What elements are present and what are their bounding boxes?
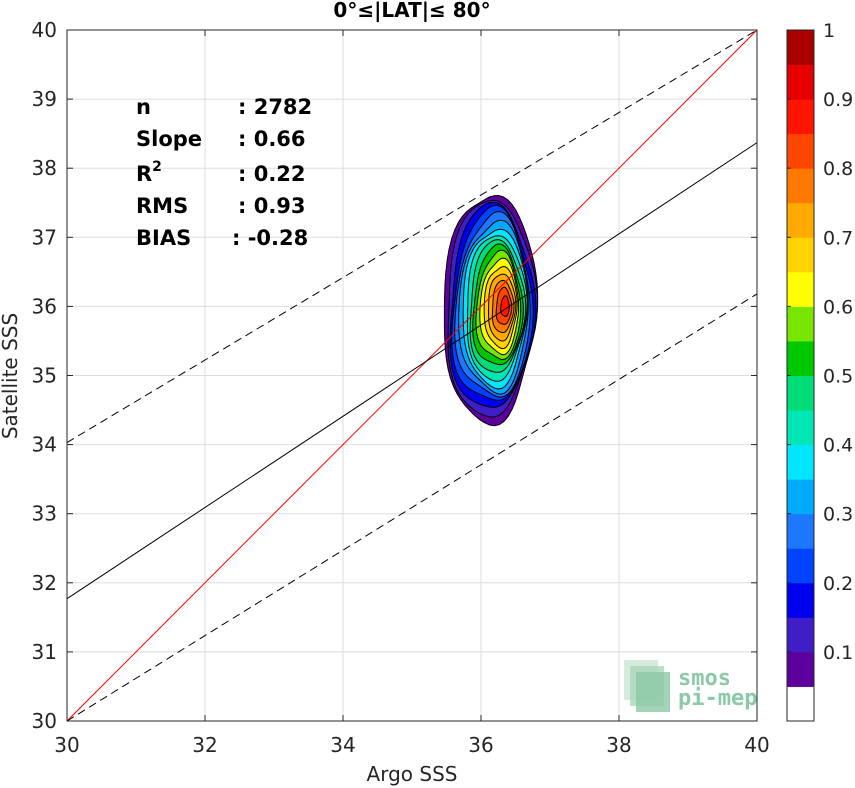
y-tick-label: 31 bbox=[32, 640, 57, 664]
density-contours bbox=[443, 194, 539, 427]
regression-line bbox=[66, 142, 758, 600]
colorbar-tick-label: 0.4 bbox=[823, 435, 853, 457]
colorbar-tick-label: 0.3 bbox=[823, 504, 853, 526]
colorbar-tick-label: 0.2 bbox=[823, 573, 853, 595]
y-tick-label: 40 bbox=[32, 18, 57, 42]
colorbar-segment bbox=[787, 651, 814, 687]
upper-bound-line bbox=[66, 29, 758, 443]
y-axis-label: Satellite SSS bbox=[0, 313, 22, 439]
stat-label: R2 bbox=[136, 159, 162, 186]
stat-value: : 0.66 bbox=[238, 127, 306, 151]
colorbar-tick-label: 1 bbox=[823, 20, 835, 42]
logo-wave-layer bbox=[636, 672, 670, 712]
colorbar-segment bbox=[787, 133, 814, 169]
reference-lines bbox=[66, 29, 758, 722]
colorbar-tick-label: 0.9 bbox=[823, 89, 853, 111]
colorbar-segment bbox=[787, 686, 814, 722]
colorbar-tick-label: 0.8 bbox=[823, 158, 853, 180]
y-tick-label: 33 bbox=[32, 502, 57, 526]
colorbar-tick-label: 0.1 bbox=[823, 642, 853, 664]
colorbar-segment bbox=[787, 340, 814, 376]
y-axis-ticks: 30 31 32 33 34 35 36 37 38 39 40 bbox=[32, 18, 757, 733]
stat-label: Slope bbox=[136, 127, 202, 151]
stat-value: : -0.28 bbox=[232, 226, 308, 250]
stat-value: : 0.22 bbox=[238, 162, 306, 186]
density-contour-level bbox=[500, 295, 510, 318]
y-tick-label: 39 bbox=[32, 87, 57, 111]
colorbar-segment bbox=[787, 513, 814, 549]
statistics-box: n : 2782 Slope : 0.66 R2 : 0.22 RMS : 0.93 BIAS:… bbox=[136, 95, 312, 250]
colorbar-segment bbox=[787, 582, 814, 618]
x-tick-label: 40 bbox=[744, 733, 769, 757]
colorbar-segment bbox=[787, 168, 814, 204]
logo-text-smos: smos bbox=[678, 666, 731, 691]
colorbar-segment bbox=[787, 375, 814, 411]
stat-label: n bbox=[136, 95, 151, 119]
colorbar-segment bbox=[787, 271, 814, 307]
stat-label: RMS bbox=[136, 194, 188, 218]
stat-value: : 2782 bbox=[238, 95, 312, 119]
colorbar-segment bbox=[787, 237, 814, 273]
colorbar-segment bbox=[787, 617, 814, 653]
one-to-one-line bbox=[66, 29, 758, 722]
stat-label-superscript: 2 bbox=[152, 159, 162, 175]
y-tick-label: 34 bbox=[32, 433, 57, 457]
logo-text-pimep: pi-mep bbox=[678, 686, 757, 711]
y-tick-label: 38 bbox=[32, 156, 57, 180]
x-tick-label: 34 bbox=[330, 733, 355, 757]
colorbar-tick-label: 0.6 bbox=[823, 296, 853, 318]
stat-label: BIAS bbox=[136, 226, 191, 250]
colorbar-segment bbox=[787, 306, 814, 342]
y-tick-label: 32 bbox=[32, 571, 57, 595]
x-tick-label: 36 bbox=[468, 733, 493, 757]
colorbar-segment bbox=[787, 479, 814, 515]
colorbar-segment bbox=[787, 444, 814, 480]
colorbar-tick-label: 0.5 bbox=[823, 366, 853, 388]
colorbar: 0.1 0.2 0.3 0.4 0.5 0.6 0.7 0.8 0.9 1 bbox=[786, 20, 853, 722]
y-tick-label: 37 bbox=[32, 225, 57, 249]
x-tick-label: 38 bbox=[606, 733, 631, 757]
colorbar-segment bbox=[787, 410, 814, 446]
chart-title: 0°≤|LAT|≤ 80° bbox=[333, 0, 490, 22]
colorbar-tick-label: 0.7 bbox=[823, 227, 853, 249]
y-tick-label: 36 bbox=[32, 294, 57, 318]
x-tick-label: 32 bbox=[192, 733, 217, 757]
lower-bound-line bbox=[66, 293, 758, 722]
colorbar-segment bbox=[787, 30, 814, 66]
colorbar-segment bbox=[787, 99, 814, 135]
colorbar-segment bbox=[787, 548, 814, 584]
colorbar-segment bbox=[787, 64, 814, 100]
colorbar-segment bbox=[787, 202, 814, 238]
stat-value: : 0.93 bbox=[238, 194, 306, 218]
y-tick-label: 35 bbox=[32, 364, 57, 388]
y-tick-label: 30 bbox=[32, 709, 57, 733]
x-axis-label: Argo SSS bbox=[367, 762, 458, 786]
x-axis-ticks: 30 32 34 36 38 40 bbox=[54, 30, 770, 757]
x-tick-label: 30 bbox=[54, 733, 79, 757]
